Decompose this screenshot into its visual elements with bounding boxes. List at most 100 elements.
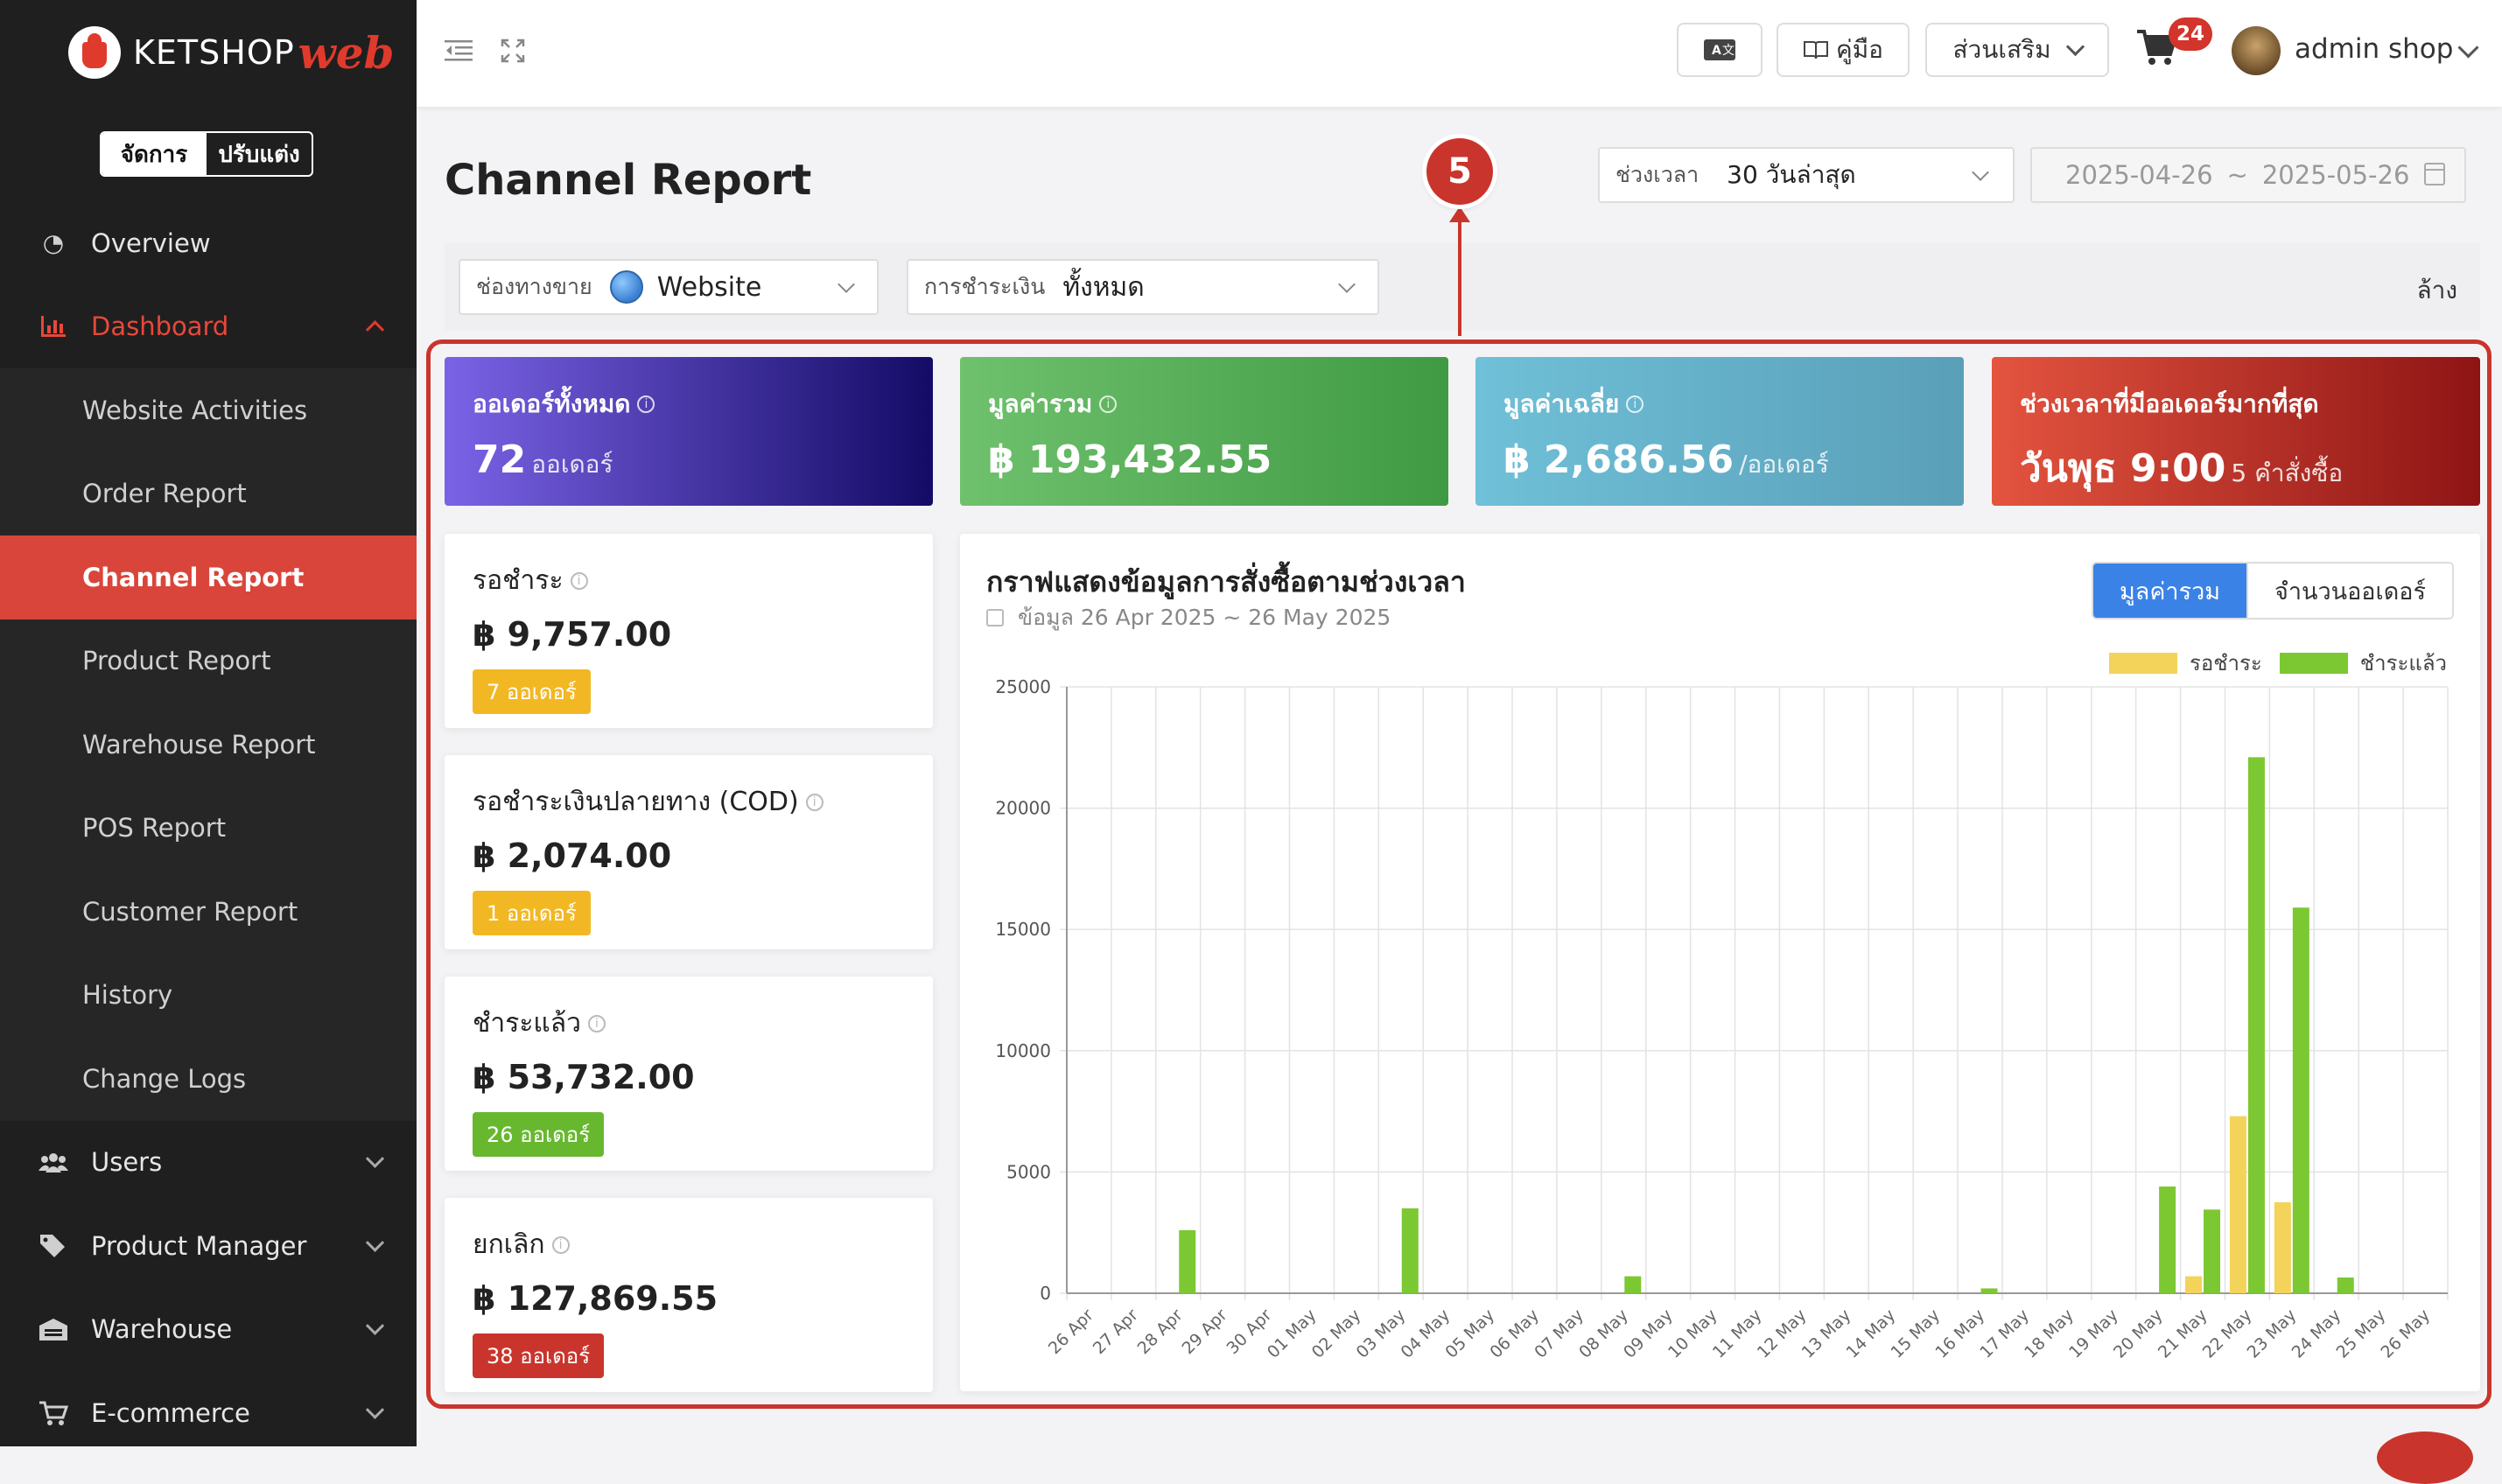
bar-paid <box>2204 1209 2221 1293</box>
tag-icon <box>39 1231 68 1261</box>
stat-label: ช่วงเวลาที่มีออเดอร์มากที่สุด <box>2020 389 2319 418</box>
bar-pending <box>2274 1202 2291 1293</box>
date-separator: ~ <box>2226 160 2248 190</box>
sidebar-item-dashboard[interactable]: Dashboard <box>0 285 417 369</box>
clear-filters-link[interactable]: ล้าง <box>2416 276 2457 304</box>
legend-swatch <box>2279 652 2348 674</box>
chevron-down-icon <box>1972 164 1989 181</box>
date-range-picker[interactable]: 2025-04-26 ~ 2025-05-26 <box>2030 147 2466 203</box>
manual-label: คู่มือ <box>1835 35 1883 64</box>
sidebar-item-warehouse[interactable]: Warehouse <box>0 1288 417 1372</box>
legend-label: ชำระแล้ว <box>2359 651 2447 676</box>
logo-icon <box>68 26 121 79</box>
status-amount: ฿ 127,869.55 <box>473 1279 718 1318</box>
stat-total-value: มูลค่ารวม i ฿ 193,432.55 <box>960 357 1448 506</box>
date-from: 2025-04-26 <box>2065 160 2213 190</box>
sidebar-item-order-report[interactable]: Order Report <box>82 479 247 509</box>
toggle-total-value[interactable]: มูลค่ารวม <box>2093 564 2247 618</box>
info-icon[interactable]: i <box>1099 396 1118 413</box>
sidebar-item-pos-report[interactable]: POS Report <box>82 813 227 844</box>
annotation-step-badge: 5 <box>1426 138 1493 205</box>
sidebar-item-label: Dashboard <box>91 312 229 342</box>
fullscreen-icon[interactable] <box>497 35 529 66</box>
info-icon[interactable]: i <box>637 396 655 413</box>
status-badge: 1 ออเดอร์ <box>473 891 591 935</box>
chevron-down-icon <box>2065 37 2085 56</box>
chevron-down-icon <box>838 276 855 293</box>
bar-chart-icon <box>39 312 68 341</box>
globe-icon <box>609 270 643 304</box>
stat-peak-time: ช่วงเวลาที่มีออเดอร์มากที่สุด วันพุธ 9:0… <box>1992 357 2480 506</box>
sidebar-item-change-logs[interactable]: Change Logs <box>82 1063 247 1094</box>
sidebar-item-website-activities[interactable]: Website Activities <box>82 395 308 425</box>
status-badge: 38 ออเดอร์ <box>473 1334 605 1378</box>
orders-chart-card: กราฟแสดงข้อมูลการสั่งซื้อตามช่วงเวลา ข้อ… <box>960 534 2480 1391</box>
toggle-order-count[interactable]: จำนวนออเดอร์ <box>2246 564 2452 618</box>
sidebar-item-history[interactable]: History <box>82 980 173 1011</box>
svg-text:文: 文 <box>1722 44 1735 58</box>
floating-widget[interactable] <box>2377 1432 2473 1484</box>
bar-paid <box>1179 1229 1196 1293</box>
mode-manage-button[interactable]: จัดการ <box>102 133 207 175</box>
sidebar-item-overview[interactable]: ◔ Overview <box>0 201 417 285</box>
legend-pending[interactable]: รอชำระ <box>2108 646 2262 680</box>
info-icon[interactable]: i <box>588 1014 606 1032</box>
chevron-up-icon <box>365 320 385 340</box>
time-range-select[interactable]: ช่วงเวลา 30 วันล่าสุด <box>1598 147 2015 203</box>
sidebar-item-warehouse-report[interactable]: Warehouse Report <box>82 729 316 760</box>
info-icon[interactable]: i <box>570 571 588 590</box>
sidebar-item-channel-report[interactable]: Channel Report <box>0 536 417 620</box>
sidebar-item-customer-report[interactable]: Customer Report <box>82 896 298 927</box>
bar-paid <box>2247 757 2265 1293</box>
status-amount: ฿ 2,074.00 <box>473 836 672 875</box>
mode-customize-button[interactable]: ปรับแต่ง <box>218 141 300 168</box>
sidebar-item-product-manager[interactable]: Product Manager <box>0 1204 417 1288</box>
manual-button[interactable]: คู่มือ <box>1777 23 1910 77</box>
user-name[interactable]: admin shop <box>2295 33 2454 65</box>
payment-value: ทั้งหมด <box>1062 271 1145 303</box>
channel-value: Website <box>656 271 762 303</box>
sidebar-item-ecommerce[interactable]: E-commerce <box>0 1371 417 1455</box>
warehouse-icon <box>39 1314 68 1344</box>
y-tick-label: 15000 <box>995 919 1051 940</box>
info-icon[interactable]: i <box>1626 396 1644 413</box>
bar-paid <box>2159 1186 2176 1293</box>
chevron-down-icon <box>365 1400 385 1419</box>
sidebar-item-label: E-commerce <box>91 1397 250 1428</box>
sidebar-item-users[interactable]: Users <box>0 1121 417 1205</box>
sidebar-item-label: Users <box>91 1147 163 1178</box>
time-range-value: 30 วันล่าสุด <box>1727 160 1856 189</box>
sidebar-item-label: Product Manager <box>91 1230 307 1261</box>
channel-select[interactable]: ช่องทางขาย Website <box>459 259 879 315</box>
chevron-down-icon <box>1338 276 1356 293</box>
info-icon[interactable]: i <box>551 1236 570 1254</box>
avatar[interactable] <box>2232 26 2281 75</box>
calendar-icon <box>2424 163 2445 186</box>
brand-logo[interactable]: KETSHOP web <box>68 24 395 80</box>
collapse-menu-icon[interactable] <box>443 35 474 66</box>
y-tick-label: 25000 <box>995 676 1051 697</box>
legend-paid[interactable]: ชำระแล้ว <box>2279 646 2447 680</box>
status-card-cancelled: ยกเลิก i ฿ 127,869.55 38 ออเดอร์ <box>445 1198 933 1392</box>
status-badge: 26 ออเดอร์ <box>473 1112 605 1157</box>
payment-select[interactable]: การชำระเงิน ทั้งหมด <box>907 259 1379 315</box>
channel-label: ช่องทางขาย <box>476 274 592 299</box>
legend-swatch <box>2108 652 2177 674</box>
sidebar-item-product-report[interactable]: Product Report <box>82 646 271 676</box>
y-tick-label: 0 <box>1040 1283 1051 1304</box>
info-icon[interactable]: i <box>805 793 823 811</box>
payment-label: การชำระเงิน <box>924 274 1046 299</box>
stat-average-value: มูลค่าเฉลี่ย i ฿ 2,686.56/ออเดอร์ <box>1475 357 1964 506</box>
addons-dropdown[interactable]: ส่วนเสริม <box>1925 23 2109 77</box>
stat-label: ออเดอร์ทั้งหมด <box>473 389 631 418</box>
shopping-cart-icon <box>39 1398 68 1428</box>
cart-count-badge: 24 <box>2169 18 2212 51</box>
svg-text:A: A <box>1712 44 1721 58</box>
status-card-pending: รอชำระ i ฿ 9,757.00 7 ออเดอร์ <box>445 534 933 728</box>
annotation-arrow-line <box>1458 214 1461 336</box>
bar-pending <box>2185 1276 2203 1293</box>
stat-unit: ออเดอร์ <box>531 450 613 479</box>
